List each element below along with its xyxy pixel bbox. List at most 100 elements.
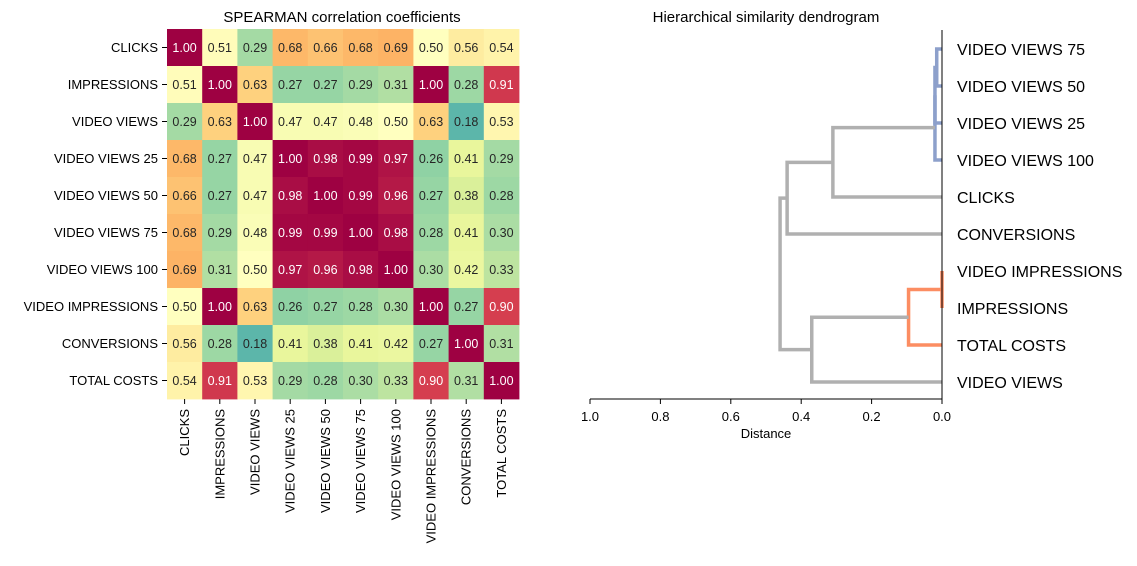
- cell-value-label: 0.30: [419, 263, 443, 277]
- leaf-label: VIDEO VIEWS 100: [957, 153, 1094, 170]
- cell-value-label: 0.31: [454, 374, 478, 388]
- cell-value-label: 0.69: [384, 41, 408, 55]
- heatmap-cell: [343, 103, 379, 141]
- cell-value-label: 0.29: [243, 41, 267, 55]
- heatmap-cell: [202, 214, 238, 252]
- y-tick-label: VIDEO VIEWS 25: [54, 151, 158, 166]
- y-tick-label: VIDEO VIEWS 100: [47, 262, 158, 277]
- y-tick-label: IMPRESSIONS: [68, 77, 159, 92]
- heatmap-cell: [272, 140, 309, 178]
- heatmap-cell: [272, 325, 309, 363]
- cell-value-label: 0.99: [348, 152, 372, 166]
- cell-value-label: 1.00: [384, 263, 408, 277]
- heatmap-cell: [202, 325, 238, 363]
- heatmap-cell: [448, 362, 485, 400]
- heatmap-cell: [378, 29, 414, 67]
- heatmap-cell: [272, 214, 309, 252]
- x-tick-label: 0.4: [792, 409, 810, 424]
- heatmap-cell: [413, 140, 449, 178]
- heatmap-cell: [237, 140, 273, 178]
- heatmap-cell: [378, 288, 414, 326]
- cell-value-label: 0.68: [172, 226, 196, 240]
- cell-value-label: 1.00: [243, 115, 267, 129]
- cell-value-label: 0.29: [489, 152, 513, 166]
- heatmap-cell: [413, 66, 449, 104]
- heatmap-cell: [272, 362, 309, 400]
- heatmap-cell: [343, 325, 379, 363]
- heatmap-cell: [378, 177, 414, 215]
- cell-value-label: 0.27: [419, 337, 443, 351]
- cell-value-label: 0.98: [384, 226, 408, 240]
- heatmap-cell: [448, 103, 485, 141]
- heatmap-cell: [307, 140, 344, 178]
- heatmap-cell: [483, 288, 520, 326]
- heatmap-cell: [343, 66, 379, 104]
- y-tick-label: VIDEO VIEWS 50: [54, 188, 158, 203]
- heatmap-cell: [413, 103, 449, 141]
- heatmap-cell: [448, 29, 485, 67]
- heatmap-cell: [272, 251, 309, 289]
- heatmap-cell: [483, 66, 520, 104]
- cell-value-label: 0.91: [208, 374, 232, 388]
- x-tick-label: CLICKS: [177, 409, 192, 456]
- heatmap-cell: [483, 325, 520, 363]
- y-tick-label: VIDEO VIEWS 75: [54, 225, 158, 240]
- heatmap-cell: [272, 288, 309, 326]
- cell-value-label: 0.63: [243, 300, 267, 314]
- cell-value-label: 0.47: [313, 115, 337, 129]
- y-tick-label: CLICKS: [111, 40, 158, 55]
- heatmap-cell: [343, 362, 379, 400]
- heatmap-cell: [343, 177, 379, 215]
- cell-value-label: 1.00: [348, 226, 372, 240]
- cell-value-label: 0.28: [313, 374, 337, 388]
- cell-value-label: 1.00: [278, 152, 302, 166]
- heatmap-cell: [448, 288, 485, 326]
- heatmap-cell: [483, 29, 520, 67]
- cell-value-label: 0.41: [454, 226, 478, 240]
- x-tick-label: VIDEO VIEWS 50: [318, 409, 333, 513]
- heatmap-cell: [307, 288, 344, 326]
- cell-value-label: 0.96: [384, 189, 408, 203]
- dendrogram-title: Hierarchical similarity dendrogram: [653, 9, 880, 26]
- heatmap-cell: [167, 103, 203, 141]
- heatmap-cell: [167, 362, 203, 400]
- heatmap-cell: [307, 362, 344, 400]
- cell-value-label: 0.28: [208, 337, 232, 351]
- heatmap-cell: [307, 66, 344, 104]
- cell-value-label: 0.28: [489, 189, 513, 203]
- heatmap-cell: [167, 288, 203, 326]
- heatmap-cell: [272, 66, 309, 104]
- cell-value-label: 1.00: [208, 78, 232, 92]
- heatmap-cell: [237, 251, 273, 289]
- heatmap-cell: [483, 251, 520, 289]
- cell-value-label: 0.98: [278, 189, 302, 203]
- cell-value-label: 0.30: [384, 300, 408, 314]
- cell-value-label: 0.26: [278, 300, 302, 314]
- heatmap-cell: [202, 103, 238, 141]
- heatmap-cell: [307, 29, 344, 67]
- heatmap-cell: [378, 251, 414, 289]
- heatmap-title: SPEARMAN correlation coefficients: [223, 9, 460, 26]
- heatmap-cell: [202, 288, 238, 326]
- x-tick-label: 0.8: [651, 409, 669, 424]
- heatmap-cell: [448, 214, 485, 252]
- heatmap-cell: [483, 362, 520, 400]
- cell-value-label: 0.30: [489, 226, 513, 240]
- cell-value-label: 0.28: [454, 78, 478, 92]
- cell-value-label: 0.50: [419, 41, 443, 55]
- heatmap-cell: [413, 362, 449, 400]
- x-axis-label: Distance: [741, 426, 792, 441]
- cell-value-label: 0.66: [313, 41, 337, 55]
- dendrogram: Hierarchical similarity dendrogram VIDEO…: [581, 9, 1122, 441]
- x-tick-label: 0.6: [722, 409, 740, 424]
- heatmap-cell: [413, 214, 449, 252]
- heatmap-cell: [237, 214, 273, 252]
- heatmap-cell: [378, 325, 414, 363]
- cell-value-label: 0.31: [489, 337, 513, 351]
- cell-value-label: 0.18: [243, 337, 267, 351]
- cell-value-label: 1.00: [172, 41, 196, 55]
- heatmap-cell: [378, 103, 414, 141]
- heatmap-cell: [167, 140, 203, 178]
- cell-value-label: 0.27: [313, 300, 337, 314]
- cell-value-label: 0.51: [208, 41, 232, 55]
